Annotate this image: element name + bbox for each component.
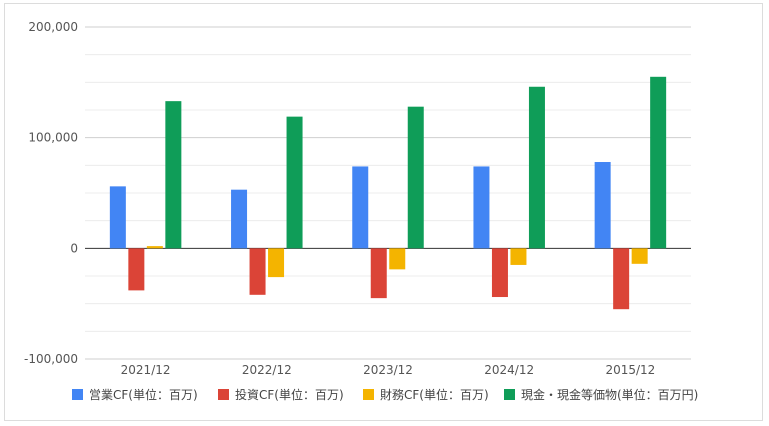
bar-3-2022-12 [268,248,285,278]
legend-swatch [363,389,374,400]
y-tick-label: 200,000 [28,20,78,34]
y-tick-label: 0 [70,241,78,255]
legend-swatch [72,389,83,400]
chart-frame [4,3,763,421]
x-tick-label: 2015/12 [605,363,655,377]
bar-3-2023-12 [389,248,406,270]
bar-4-2022-12 [286,116,303,249]
legend-swatch [504,389,515,400]
bar-3-2021-12 [146,246,163,249]
bar-1-2015-12 [594,162,611,249]
bar-2-2022-12 [249,248,266,295]
bar-2-2015-12 [613,248,630,310]
bar-1-2021-12 [109,186,126,249]
bar-1-2023-12 [352,166,369,249]
bar-3-2024-12 [510,248,527,265]
x-tick-label: 2021/12 [121,363,171,377]
bar-3-2015-12 [631,248,648,264]
x-tick-label: 2023/12 [363,363,413,377]
bar-4-2021-12 [165,101,182,249]
legend-label: 財務CF(単位：百万) [380,387,489,402]
bar-4-2015-12 [650,76,667,249]
bar-1-2024-12 [473,166,490,249]
legend-label: 現金・現金等価物(単位：百万円) [521,387,698,402]
x-tick-label: 2022/12 [242,363,292,377]
legend-label: 営業CF(単位：百万) [89,387,198,402]
bar-4-2024-12 [528,86,545,249]
bar-4-2023-12 [407,106,424,249]
legend-label: 投資CF(単位：百万) [235,387,344,402]
y-tick-label: 100,000 [28,131,78,145]
bar-2-2023-12 [370,248,387,299]
bar-2-2024-12 [491,248,508,298]
bar-2-2021-12 [128,248,145,291]
x-tick-label: 2024/12 [484,363,534,377]
bar-1-2022-12 [231,189,248,249]
legend-swatch [218,389,229,400]
y-tick-label: -100,000 [24,352,78,366]
